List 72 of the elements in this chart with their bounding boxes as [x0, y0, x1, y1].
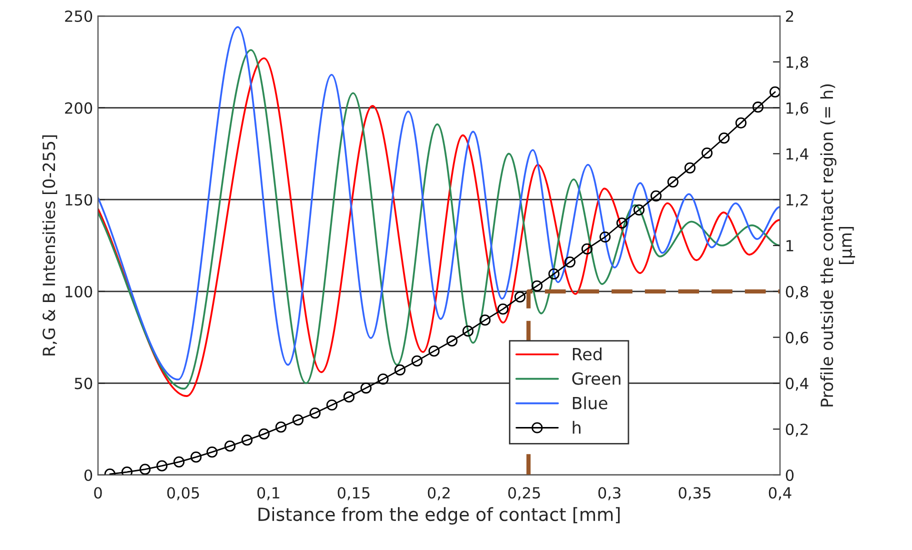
y2-tick-label: 1,8: [786, 56, 808, 70]
point: [173, 456, 185, 468]
point: [548, 268, 560, 280]
point: [684, 162, 696, 174]
legend-label: Red: [572, 348, 602, 360]
point: [462, 326, 474, 337]
point: [531, 280, 543, 292]
y-tick-label: 100: [66, 286, 92, 298]
x-axis-title: Distance from the edge of contact [mm]: [258, 507, 620, 525]
x-tick-label: 0,35: [678, 487, 710, 500]
point: [292, 414, 304, 426]
y-tick-label: 200: [65, 102, 92, 114]
point: [275, 421, 286, 433]
point: [224, 440, 236, 452]
legend-label: h: [572, 420, 580, 434]
y2-axis-title: Profile outside the contact region (= h) [µm]: [820, 84, 856, 406]
point: [360, 382, 372, 394]
x-tick-label: 0,25: [508, 487, 540, 500]
y-tick-label: 250: [65, 10, 92, 22]
point: [770, 86, 780, 98]
point: [190, 452, 202, 463]
legend-label: Blue: [572, 396, 608, 410]
point: [497, 304, 508, 315]
y2-tick-label: 1: [786, 240, 794, 252]
y-tick-label: 150: [66, 194, 92, 206]
point: [156, 460, 168, 472]
point: [514, 291, 526, 302]
point: [616, 217, 628, 229]
y2-tick-label: 0: [786, 469, 794, 482]
point: [633, 204, 645, 216]
point: [735, 117, 747, 129]
point: [140, 464, 151, 475]
point: [121, 466, 133, 475]
y-axis-title: R,G & B Intensities [0-255]: [42, 135, 58, 356]
point: [479, 314, 491, 326]
y2-tick-label: 0,8: [786, 286, 808, 299]
x-tick-label: 0,4: [768, 487, 792, 500]
x-tick-label: 0: [94, 487, 102, 499]
point: [600, 231, 611, 243]
point: [378, 374, 389, 385]
point: [309, 407, 321, 419]
point: [343, 391, 355, 403]
point: [667, 176, 678, 188]
x-tick-label: 0,15: [338, 487, 370, 500]
point: [752, 102, 764, 113]
point: [394, 364, 406, 376]
point: [258, 428, 270, 440]
point: [428, 346, 440, 357]
y2-tick-label: 0,2: [786, 424, 808, 437]
y2-tick-label: 1,4: [786, 148, 808, 162]
x-tick-label: 0,2: [428, 487, 450, 500]
y2-tick-label: 0,6: [786, 332, 808, 345]
y2-tick-label: 1,6: [786, 102, 808, 116]
y-tick-label: 0: [84, 469, 92, 482]
point: [564, 256, 576, 268]
point: [718, 132, 730, 144]
y2-tick-label: 2: [786, 10, 794, 22]
x-tick-label: 0,3: [598, 487, 620, 500]
point: [581, 243, 593, 254]
point: [411, 355, 423, 366]
point: [206, 446, 218, 458]
point: [446, 335, 458, 347]
legend-label: Green: [572, 372, 620, 385]
point: [701, 147, 713, 159]
y2-tick-label: 0,4: [786, 378, 808, 391]
x-tick-label: 0,05: [167, 487, 199, 500]
point: [241, 434, 253, 446]
point: [326, 399, 338, 411]
y2-tick-label: 1,2: [786, 194, 808, 208]
y-tick-label: 50: [74, 378, 92, 390]
point: [650, 190, 662, 202]
x-tick-label: 0,1: [257, 487, 280, 500]
